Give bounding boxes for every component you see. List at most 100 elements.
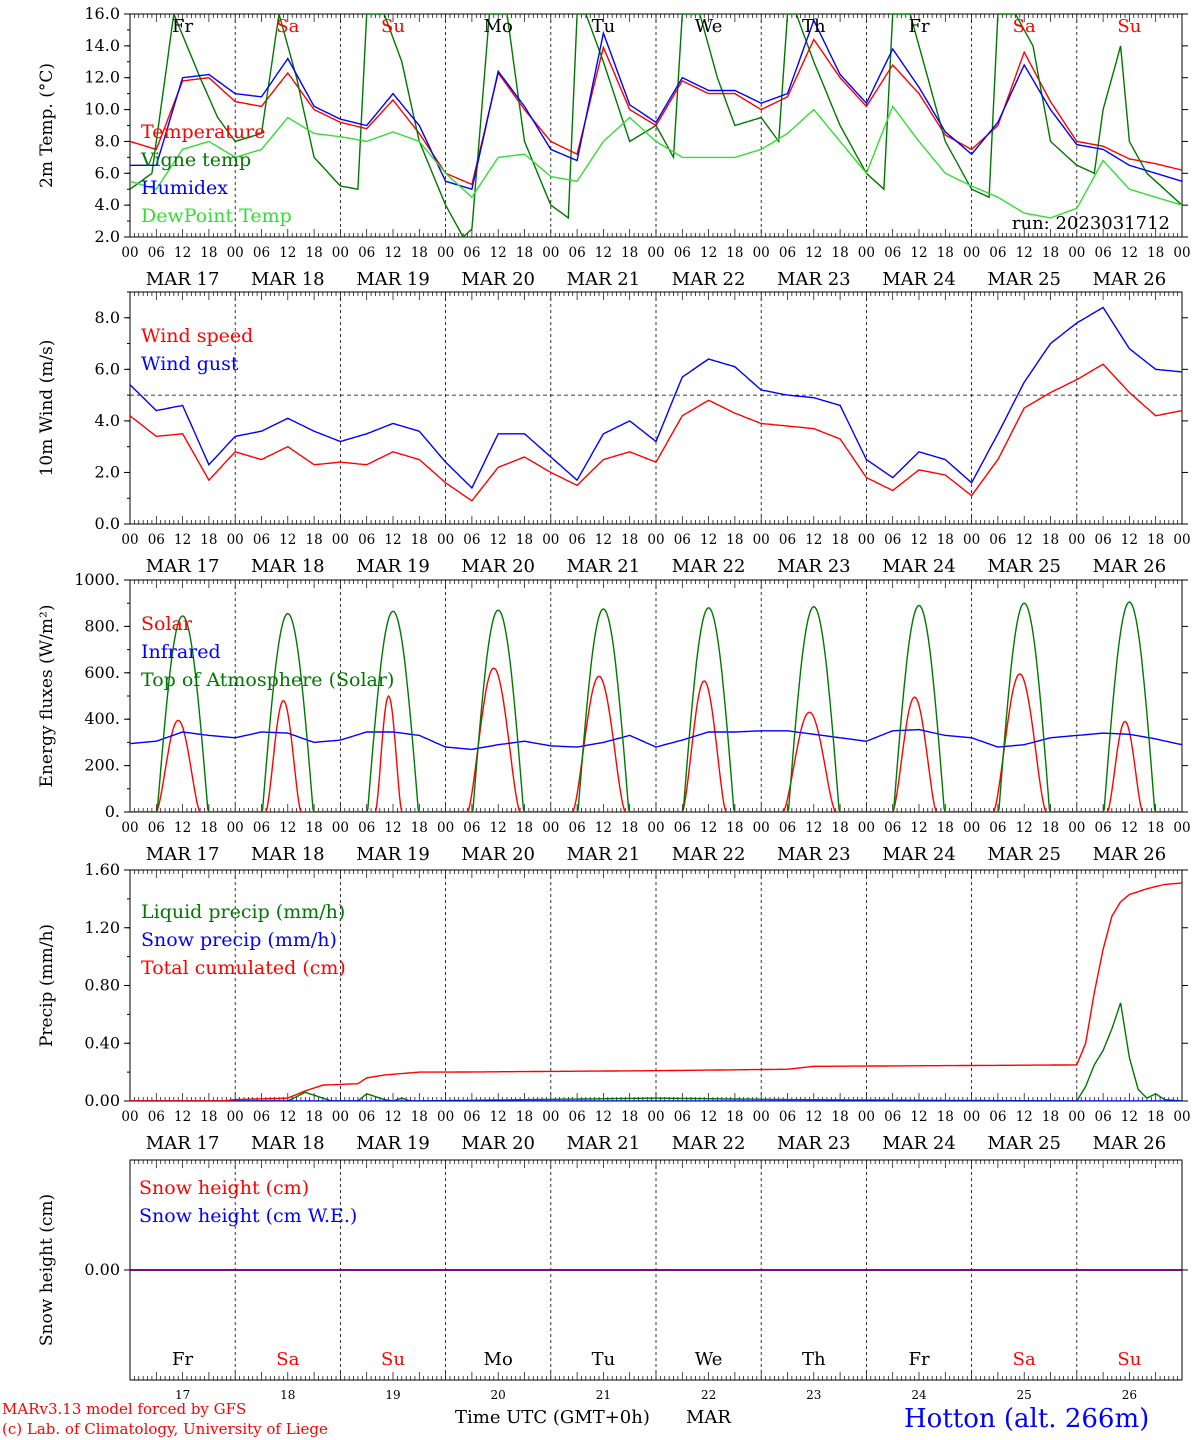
hour-tick-label: 12	[805, 532, 822, 548]
hour-tick-label: 00	[963, 245, 980, 261]
hour-tick-label: 00	[753, 820, 770, 836]
date-label: MAR 19	[356, 556, 430, 577]
y-tick-label: 600.	[84, 663, 120, 682]
hour-tick-label: 12	[700, 1109, 717, 1125]
series-infrared	[130, 728, 1182, 751]
hour-tick-label: 18	[516, 532, 533, 548]
series-group	[130, 882, 1182, 1101]
weekday-label: Fr	[172, 16, 193, 37]
hour-tick-label: 12	[174, 532, 191, 548]
hour-tick-label: 18	[621, 820, 638, 836]
hour-tick-label: 18	[726, 532, 743, 548]
hour-tick-label: 12	[595, 820, 612, 836]
hour-tick-label: 06	[569, 245, 586, 261]
y-tick-label: 0.40	[84, 1033, 120, 1052]
day-number-label: 22	[701, 1388, 716, 1402]
y-tick-label: 200.	[84, 756, 120, 775]
hour-tick-label: 00	[753, 1109, 770, 1125]
hour-tick-label: 18	[1042, 820, 1059, 836]
hour-tick-label: 00	[227, 245, 244, 261]
hour-tick-label: 06	[779, 1109, 796, 1125]
hour-tick-label: 18	[832, 820, 849, 836]
series-vigne-temp	[130, 14, 1182, 237]
hour-tick-label: 12	[910, 532, 927, 548]
y-tick-label: 12.0	[84, 68, 120, 87]
hour-tick-label: 18	[937, 1109, 954, 1125]
hour-tick-label: 06	[1095, 245, 1112, 261]
hour-tick-label: 00	[542, 245, 559, 261]
weekday-label: Sa	[1013, 1349, 1036, 1370]
hour-tick-label: 12	[174, 245, 191, 261]
date-label: MAR 26	[1093, 844, 1167, 865]
hour-tick-label: 12	[490, 820, 507, 836]
hour-tick-label: 12	[910, 245, 927, 261]
y-tick-label: 4.0	[95, 411, 120, 430]
hour-tick-label: 18	[306, 1109, 323, 1125]
y-tick-label: 0.	[105, 802, 120, 821]
y-tick-label: 1.60	[84, 860, 120, 879]
hour-tick-label: 00	[437, 1109, 454, 1125]
day-number-label: 26	[1122, 1388, 1137, 1402]
date-label: MAR 24	[882, 1133, 956, 1154]
hour-tick-label: 00	[858, 820, 875, 836]
hour-tick-label: 06	[989, 532, 1006, 548]
y-tick-label: 8.0	[95, 131, 120, 150]
date-label: MAR 26	[1093, 556, 1167, 577]
y-tick-label: 8.0	[95, 308, 120, 327]
hour-tick-label: 06	[253, 820, 270, 836]
y-tick-label: 1000.	[74, 570, 120, 589]
y-tick-label: 14.0	[84, 36, 120, 55]
hour-tick-label: 18	[200, 245, 217, 261]
series-group	[130, 306, 1182, 502]
hour-tick-label: 00	[227, 1109, 244, 1125]
hour-tick-label: 00	[963, 820, 980, 836]
panel-2: 0.0 2.0 4.0 6.0 8.0 10m Wind (m/s) Wind speed W…	[37, 291, 1191, 577]
hour-tick-label: 00	[121, 1109, 138, 1125]
hour-tick-label: 12	[700, 245, 717, 261]
date-label: MAR 20	[461, 269, 535, 290]
weekday-label: Fr	[172, 1349, 193, 1370]
hour-tick-label: 12	[279, 1109, 296, 1125]
date-label: MAR 19	[356, 1133, 430, 1154]
hour-tick-label: 06	[884, 245, 901, 261]
hour-tick-label: 06	[148, 532, 165, 548]
hour-tick-label: 06	[779, 245, 796, 261]
weekday-label: Sa	[276, 1349, 299, 1370]
panel-4: 0.00 0.40 0.80 1.20 1.60 Precip (mm/h) Liquid …	[37, 860, 1191, 1154]
hour-tick-label: 00	[121, 245, 138, 261]
legend-entry: Wind gust	[141, 353, 239, 375]
date-label: MAR 26	[1093, 1133, 1167, 1154]
hour-tick-label: 18	[411, 245, 428, 261]
hour-tick-label: 12	[384, 1109, 401, 1125]
date-label: MAR 20	[461, 556, 535, 577]
date-label: MAR 19	[356, 844, 430, 865]
hour-tick-label: 12	[1016, 820, 1033, 836]
hour-tick-label: 12	[595, 245, 612, 261]
hour-tick-label: 18	[832, 1109, 849, 1125]
hour-tick-label: 00	[647, 820, 664, 836]
hour-tick-label: 06	[989, 245, 1006, 261]
hour-tick-label: 00	[1068, 532, 1085, 548]
hour-tick-label: 12	[1016, 245, 1033, 261]
legend-entry: Snow height (cm)	[139, 1177, 309, 1199]
hour-tick-label: 06	[884, 532, 901, 548]
hour-tick-label: 12	[384, 245, 401, 261]
series-dewpoint-temp	[130, 104, 1182, 219]
hour-tick-label: 00	[332, 532, 349, 548]
date-label: MAR 17	[146, 556, 220, 577]
hour-tick-label: 18	[832, 532, 849, 548]
series-total-cumulated-cm	[130, 882, 1182, 1101]
hour-tick-label: 06	[569, 820, 586, 836]
hour-tick-label: 00	[1173, 532, 1190, 548]
legend-entry: Temperature	[141, 121, 265, 143]
hour-tick-label: 12	[1121, 245, 1138, 261]
hour-tick-label: 00	[227, 820, 244, 836]
hour-tick-label: 06	[253, 532, 270, 548]
date-label: MAR 23	[777, 844, 851, 865]
hour-tick-label: 18	[621, 245, 638, 261]
day-number-label: 20	[491, 1388, 506, 1402]
legend-entry: Wind speed	[141, 325, 253, 347]
weekday-label: Su	[1117, 16, 1141, 37]
hour-tick-label: 12	[384, 820, 401, 836]
hour-tick-label: 18	[306, 245, 323, 261]
